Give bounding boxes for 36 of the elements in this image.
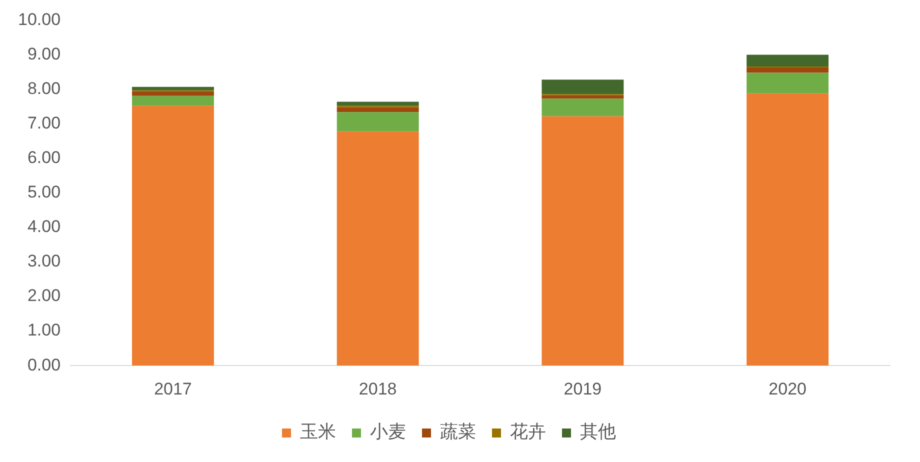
bar <box>336 131 419 366</box>
bar <box>746 68 829 73</box>
y-tick-label: 7.00 <box>27 114 61 133</box>
bar <box>336 107 419 112</box>
x-tick-label: 2018 <box>358 379 397 398</box>
y-tick-label: 3.00 <box>27 252 61 271</box>
bar <box>542 80 624 94</box>
x-tick-label: 2019 <box>564 379 602 398</box>
bar <box>542 116 624 366</box>
bar <box>542 95 624 99</box>
y-tick-label: 9.00 <box>27 44 61 64</box>
y-tick-label: 0.00 <box>27 355 61 374</box>
x-tick-label: 2017 <box>154 379 192 398</box>
bar <box>132 91 214 96</box>
y-tick-label: 4.00 <box>27 217 61 236</box>
legend-label: 蔬菜 <box>440 422 476 443</box>
bar <box>132 96 214 106</box>
bar <box>746 72 829 94</box>
bar <box>746 54 829 66</box>
bar <box>542 98 624 116</box>
y-tick-label: 1.00 <box>27 320 61 340</box>
legend-label: 花卉 <box>510 422 546 443</box>
legend-label: 小麦 <box>370 422 406 443</box>
bar <box>746 93 829 366</box>
y-tick-label: 8.00 <box>27 78 61 98</box>
x-tick-label: 2020 <box>768 379 806 398</box>
y-tick-label: 6.00 <box>27 148 61 168</box>
y-tick-label: 2.00 <box>27 286 61 306</box>
legend-label: 玉米 <box>300 422 336 443</box>
bar <box>132 106 214 366</box>
y-tick-label: 10.00 <box>18 10 61 29</box>
bar <box>336 112 419 132</box>
y-tick-label: 5.00 <box>27 182 61 202</box>
bar <box>132 86 214 90</box>
bar <box>336 102 419 106</box>
legend-label: 其他 <box>580 422 616 443</box>
